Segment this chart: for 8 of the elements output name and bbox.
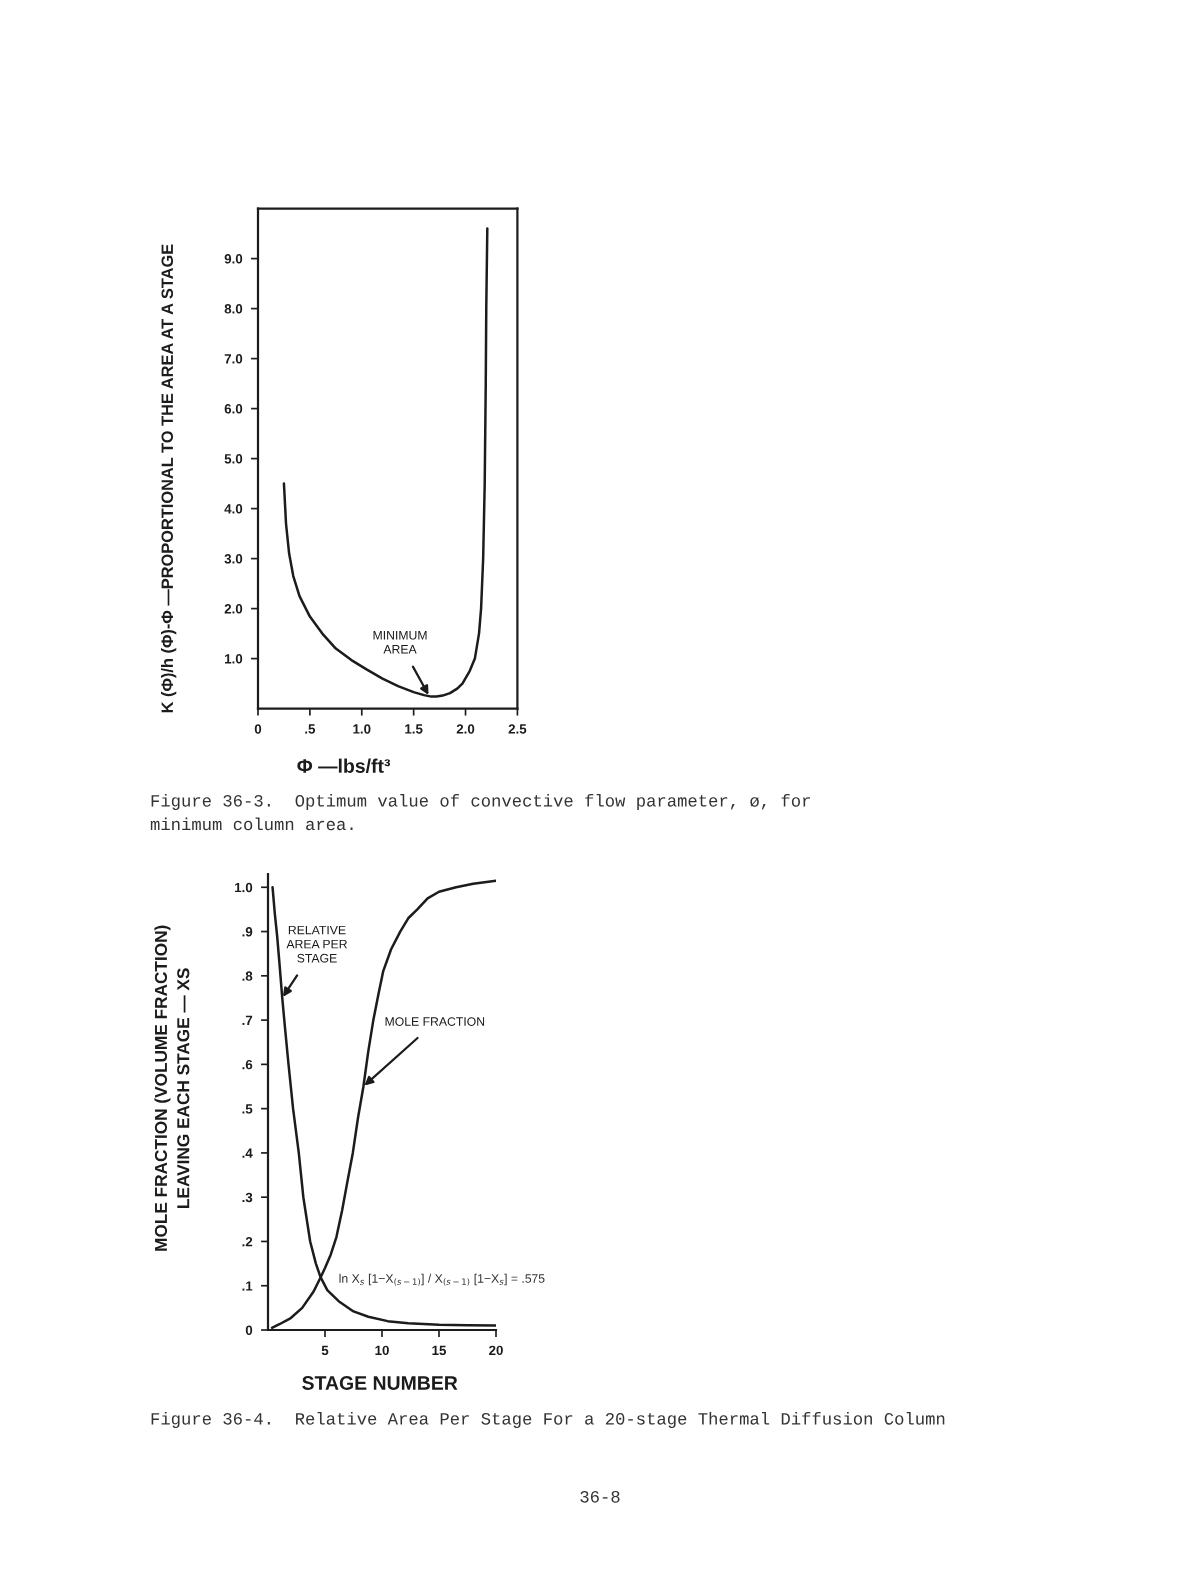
caption: Figure 36-4. Relative Area Per Stage For a 20-stage Thermal Diffusion Column (151, 1412, 945, 1429)
line-series (282, 227, 489, 698)
x-axis-title: Φ —lbs/ft³ (297, 758, 391, 774)
y-axis-title: MOLE FRACTION (VOLUME FRACTION) LEAVING EACH STAGE — XS (154, 925, 190, 1251)
x-axis-title: STAGE NUMBER (302, 1376, 458, 1390)
text: 36-8 (580, 1490, 620, 1503)
caption: Figure 36-3. Optimum value of convective flow parameter, ø, for minimum column area. (150, 794, 810, 831)
y-axis-title: K (Φ)/h (Φ)-Φ —PROPORTIONAL TO THE AREA AT A STAGE (161, 244, 177, 713)
